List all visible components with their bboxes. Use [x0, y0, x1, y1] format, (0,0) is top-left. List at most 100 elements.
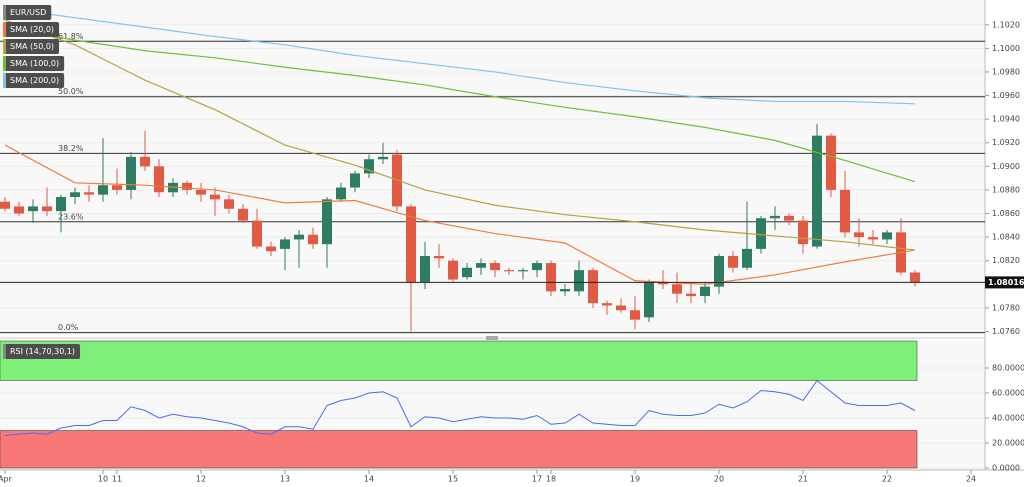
legend-box: [3, 5, 52, 20]
candle-body: [560, 288, 570, 292]
legend-swatch: [3, 22, 6, 37]
candle-body: [574, 270, 584, 292]
candle-body: [910, 272, 920, 282]
candle-body: [266, 246, 276, 252]
candle-body: [434, 255, 444, 259]
y-tick-label: 1.0900: [992, 162, 1020, 171]
fib-label: 61.8%: [58, 32, 84, 41]
x-tick-label: 24: [966, 475, 976, 484]
candle-body: [154, 166, 164, 193]
last-price-box: [985, 276, 1024, 289]
candle-body: [56, 196, 66, 212]
x-tick-label: 19: [630, 475, 640, 484]
candle-body: [84, 192, 94, 195]
legend-label: RSI (14,70,30,1): [10, 347, 75, 356]
candle-body: [406, 206, 416, 282]
y-tick-label: 1.1020: [992, 20, 1020, 29]
candle-body: [364, 159, 374, 174]
sma-line: [4, 27, 916, 183]
legend-label: EUR/USD: [10, 8, 46, 17]
candle-body: [756, 218, 766, 249]
candle-body: [448, 260, 458, 280]
candle-body: [798, 220, 808, 245]
candle-body: [742, 248, 752, 268]
candle-body: [196, 189, 206, 195]
x-tick-label: 15: [448, 475, 458, 484]
y-tick-label: 80.0000: [992, 364, 1024, 373]
y-tick-label: 1.0840: [992, 233, 1020, 242]
candle-body: [644, 281, 654, 318]
last-price-label: 1.08016: [988, 278, 1024, 287]
candle-body: [210, 194, 220, 200]
overbought-zone: [0, 340, 918, 381]
candle-body: [616, 305, 626, 311]
candle-body: [140, 156, 150, 167]
rsi-line: [4, 379, 916, 436]
legend-swatch: [3, 5, 6, 20]
candle-body: [308, 234, 318, 245]
x-tick-label: Apr: [0, 475, 13, 484]
candle-body: [280, 239, 290, 249]
candle-body: [336, 187, 346, 200]
candle-body: [28, 206, 38, 212]
candle-body: [294, 234, 304, 240]
y-tick-label: 1.1000: [992, 44, 1020, 53]
candle-body: [98, 185, 108, 195]
legend: RSI (14,70,30,1): [3, 344, 81, 359]
candle-body: [490, 263, 500, 271]
legend-swatch: [3, 56, 6, 71]
candle-body: [840, 189, 850, 233]
x-tick-label: 10: [98, 475, 108, 484]
legend-box: [3, 56, 65, 71]
candle-body: [476, 263, 486, 268]
candle-body: [462, 267, 472, 278]
candle-body: [770, 215, 780, 219]
x-tick-label: 18: [546, 475, 556, 484]
candle-body: [126, 156, 136, 190]
x-tick-label: 11: [112, 475, 122, 484]
y-tick-label: 60.0000: [992, 389, 1024, 398]
y-tick-label: 1.0980: [992, 67, 1020, 76]
candle-body: [672, 284, 682, 294]
y-tick-label: 1.0820: [992, 256, 1020, 265]
legend-box: [3, 344, 81, 359]
candle-body: [602, 303, 612, 306]
y-tick-label: 1.0960: [992, 91, 1020, 100]
fib-label: 23.6%: [58, 212, 84, 221]
candle-body: [588, 270, 598, 304]
fib-label: 38.2%: [58, 144, 84, 153]
x-tick-label: 17: [532, 475, 542, 484]
sma-line: [4, 19, 916, 251]
candle-body: [350, 173, 360, 188]
x-tick-label: 13: [280, 475, 290, 484]
candle-body: [112, 185, 122, 190]
fib-label: 0.0%: [58, 323, 79, 332]
y-tick-label: 1.0780: [992, 303, 1020, 312]
candle-body: [812, 135, 822, 247]
candle-body: [378, 156, 388, 160]
legend-swatch: [3, 73, 6, 88]
candle-body: [728, 255, 738, 268]
legend-swatch: [3, 39, 6, 54]
sma-line: [4, 7, 916, 105]
candle-body: [784, 215, 794, 221]
y-tick-label: 1.0940: [992, 115, 1020, 124]
candle-body: [322, 199, 332, 245]
candle-body: [658, 281, 668, 285]
candle-body: [854, 232, 864, 238]
candle-body: [14, 206, 24, 214]
candle-body: [826, 135, 836, 190]
y-tick-label: 40.0000: [992, 414, 1024, 423]
x-tick-label: 12: [196, 475, 206, 484]
candle-body: [504, 270, 514, 272]
divider-handle: [486, 336, 498, 340]
x-tick-label: 21: [798, 475, 808, 484]
legend-label: SMA (50,0): [10, 42, 54, 51]
candle-body: [252, 220, 262, 247]
y-tick-label: 1.0760: [992, 327, 1020, 336]
sma-line: [4, 144, 916, 285]
candle-body: [532, 263, 542, 271]
candle-body: [70, 192, 80, 197]
y-tick-label: 1.0920: [992, 138, 1020, 147]
